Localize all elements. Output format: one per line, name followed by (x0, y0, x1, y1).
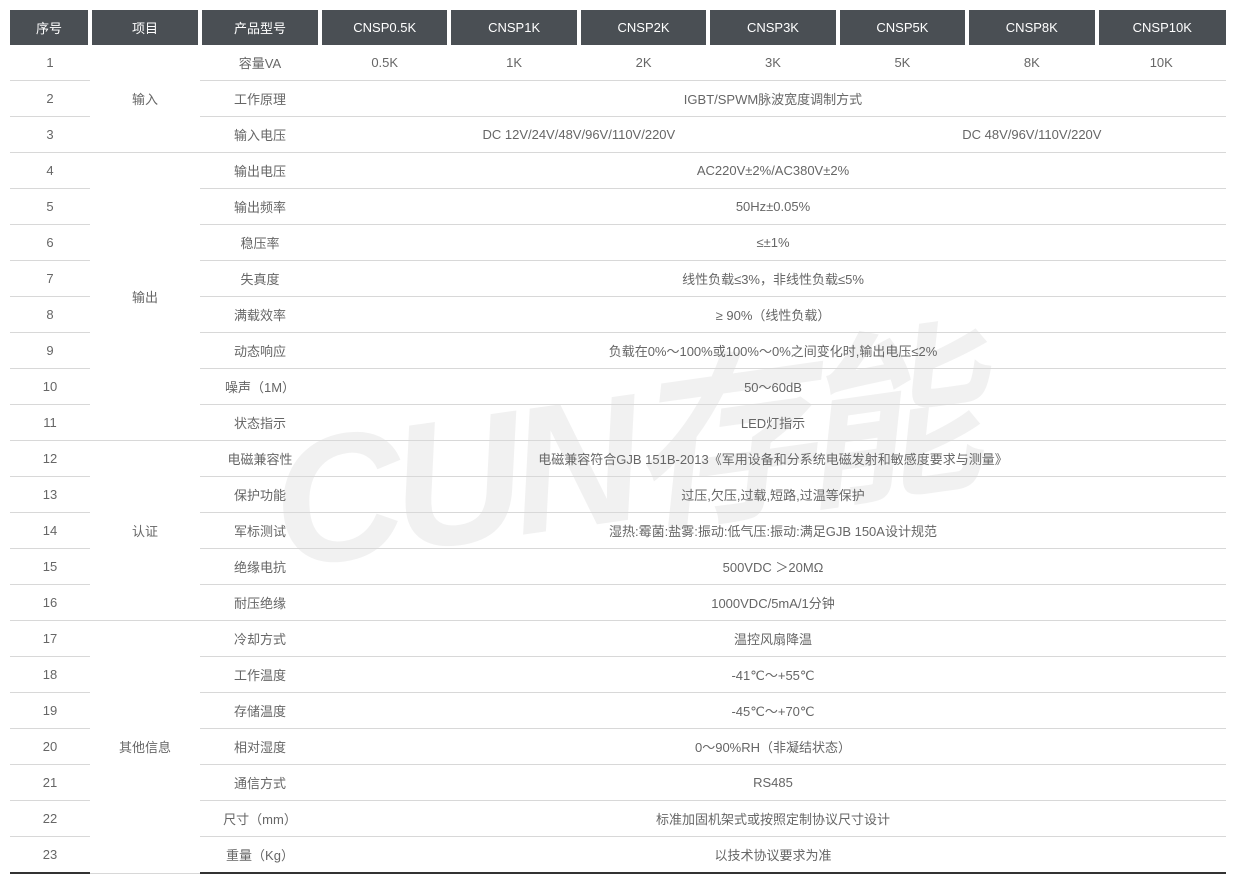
cell-spec: 相对湿度 (200, 729, 320, 765)
cell-category-cert: 认证 (90, 441, 200, 621)
cell-merged: 电磁兼容符合GJB 151B-2013《军用设备和分系统电磁发射和敏感度要求与测… (320, 441, 1226, 477)
cell-spec: 输出电压 (200, 153, 320, 189)
cell-seq: 6 (10, 225, 90, 261)
cell-seq: 13 (10, 477, 90, 513)
cell-spec: 耐压绝缘 (200, 585, 320, 621)
header-row: 序号 项目 产品型号 CNSP0.5K CNSP1K CNSP2K CNSP3K… (10, 10, 1226, 45)
cell-merged: 湿热:霉菌:盐雾:振动:低气压:振动:满足GJB 150A设计规范 (320, 513, 1226, 549)
cell-seq: 18 (10, 657, 90, 693)
cell-category-input: 输入 (90, 45, 200, 153)
cell-merged: 50～60dB (320, 369, 1226, 405)
cell-spec: 输出频率 (200, 189, 320, 225)
cell-spec: 冷却方式 (200, 621, 320, 657)
cell-spec: 动态响应 (200, 333, 320, 369)
col-model-4: CNSP3K (708, 10, 837, 45)
cell-seq: 12 (10, 441, 90, 477)
col-model-3: CNSP2K (579, 10, 708, 45)
cell-spec: 状态指示 (200, 405, 320, 441)
cell-spec: 重量（Kg） (200, 837, 320, 874)
col-seq: 序号 (10, 10, 90, 45)
cell-spec: 失真度 (200, 261, 320, 297)
cell-seq: 23 (10, 837, 90, 874)
col-model-1: CNSP0.5K (320, 10, 449, 45)
cell-spec: 容量VA (200, 45, 320, 81)
table-row: 4 输出 输出电压 AC220V±2%/AC380V±2% (10, 153, 1226, 189)
cell-seq: 19 (10, 693, 90, 729)
cell-merged: 线性负载≤3%，非线性负载≤5% (320, 261, 1226, 297)
cell-merged-right: DC 48V/96V/110V/220V (838, 117, 1226, 153)
cell-seq: 1 (10, 45, 90, 81)
cell-merged-left: DC 12V/24V/48V/96V/110V/220V (320, 117, 838, 153)
cell-value: 3K (708, 45, 837, 81)
cell-value: 8K (967, 45, 1096, 81)
cell-category-output: 输出 (90, 153, 200, 441)
cell-seq: 22 (10, 801, 90, 837)
cell-spec: 工作原理 (200, 81, 320, 117)
table-row: 12 认证 电磁兼容性 电磁兼容符合GJB 151B-2013《军用设备和分系统… (10, 441, 1226, 477)
cell-merged: 0～90%RH（非凝结状态） (320, 729, 1226, 765)
cell-seq: 11 (10, 405, 90, 441)
cell-value: 10K (1097, 45, 1226, 81)
cell-value: 5K (838, 45, 967, 81)
cell-merged: 温控风扇降温 (320, 621, 1226, 657)
cell-merged: IGBT/SPWM脉波宽度调制方式 (320, 81, 1226, 117)
col-model-6: CNSP8K (967, 10, 1096, 45)
cell-merged: -41℃～+55℃ (320, 657, 1226, 693)
cell-spec: 尺寸（mm） (200, 801, 320, 837)
cell-spec: 工作温度 (200, 657, 320, 693)
cell-merged: 50Hz±0.05% (320, 189, 1226, 225)
cell-merged: 以技术协议要求为准 (320, 837, 1226, 874)
cell-merged: 过压,欠压,过载,短路,过温等保护 (320, 477, 1226, 513)
cell-seq: 14 (10, 513, 90, 549)
cell-merged: AC220V±2%/AC380V±2% (320, 153, 1226, 189)
cell-category-other: 其他信息 (90, 621, 200, 874)
cell-seq: 10 (10, 369, 90, 405)
spec-table: 序号 项目 产品型号 CNSP0.5K CNSP1K CNSP2K CNSP3K… (10, 10, 1226, 874)
cell-merged: 负载在0%～100%或100%～0%之间变化时,输出电压≤2% (320, 333, 1226, 369)
cell-seq: 9 (10, 333, 90, 369)
cell-spec: 通信方式 (200, 765, 320, 801)
cell-seq: 8 (10, 297, 90, 333)
cell-value: 2K (579, 45, 708, 81)
cell-spec: 存储温度 (200, 693, 320, 729)
col-spec: 产品型号 (200, 10, 320, 45)
cell-merged: ≤±1% (320, 225, 1226, 261)
cell-spec: 噪声（1M） (200, 369, 320, 405)
cell-seq: 20 (10, 729, 90, 765)
col-model-5: CNSP5K (838, 10, 967, 45)
cell-spec: 满载效率 (200, 297, 320, 333)
cell-value: 0.5K (320, 45, 449, 81)
cell-seq: 2 (10, 81, 90, 117)
cell-merged: RS485 (320, 765, 1226, 801)
cell-merged: ≥ 90%（线性负载） (320, 297, 1226, 333)
cell-spec: 保护功能 (200, 477, 320, 513)
cell-spec: 稳压率 (200, 225, 320, 261)
cell-seq: 16 (10, 585, 90, 621)
table-row: 1 输入 容量VA 0.5K 1K 2K 3K 5K 8K 10K (10, 45, 1226, 81)
cell-merged: -45℃～+70℃ (320, 693, 1226, 729)
col-category: 项目 (90, 10, 200, 45)
cell-seq: 15 (10, 549, 90, 585)
cell-spec: 输入电压 (200, 117, 320, 153)
col-model-7: CNSP10K (1097, 10, 1226, 45)
cell-spec: 绝缘电抗 (200, 549, 320, 585)
cell-seq: 17 (10, 621, 90, 657)
cell-merged: 500VDC ＞20MΩ (320, 549, 1226, 585)
cell-seq: 7 (10, 261, 90, 297)
cell-merged: 标准加固机架式或按照定制协议尺寸设计 (320, 801, 1226, 837)
cell-spec: 军标测试 (200, 513, 320, 549)
cell-value: 1K (449, 45, 578, 81)
cell-seq: 5 (10, 189, 90, 225)
cell-merged: 1000VDC/5mA/1分钟 (320, 585, 1226, 621)
cell-seq: 21 (10, 765, 90, 801)
table-row: 17 其他信息 冷却方式 温控风扇降温 (10, 621, 1226, 657)
cell-spec: 电磁兼容性 (200, 441, 320, 477)
cell-merged: LED灯指示 (320, 405, 1226, 441)
col-model-2: CNSP1K (449, 10, 578, 45)
cell-seq: 4 (10, 153, 90, 189)
cell-seq: 3 (10, 117, 90, 153)
